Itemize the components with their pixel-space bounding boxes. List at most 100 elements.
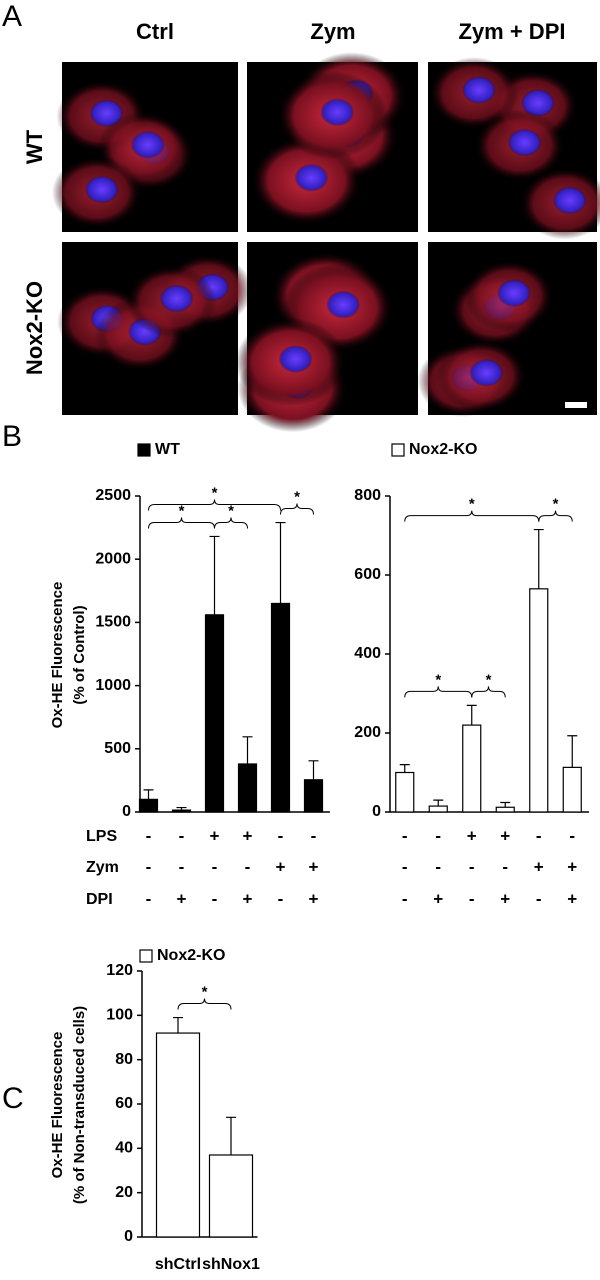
significance-label: * bbox=[435, 671, 441, 688]
error-bar bbox=[308, 760, 319, 780]
nucleus bbox=[159, 284, 194, 313]
condition-sign: - bbox=[502, 857, 508, 876]
significance-bracket bbox=[404, 686, 473, 698]
condition-sign: - bbox=[146, 826, 152, 845]
bar bbox=[237, 763, 258, 813]
condition-sign: + bbox=[210, 826, 220, 845]
condition-sign: - bbox=[179, 857, 185, 876]
legend-label: WT bbox=[155, 441, 180, 458]
significance-bracket bbox=[148, 517, 215, 529]
bar bbox=[462, 724, 482, 813]
condition-name: LPS bbox=[86, 828, 117, 845]
significance-label: * bbox=[469, 496, 475, 513]
nucleus bbox=[320, 98, 355, 127]
significance-label: * bbox=[228, 502, 234, 519]
column-header: Zym + DPI bbox=[459, 19, 566, 44]
y-tick-label: 1500 bbox=[95, 614, 131, 631]
significance-bracket bbox=[148, 499, 281, 511]
nucleus bbox=[326, 290, 361, 319]
error-bar bbox=[209, 535, 220, 615]
error-bar bbox=[226, 1116, 236, 1155]
condition-sign: - bbox=[402, 857, 408, 876]
condition-sign: - bbox=[146, 889, 152, 908]
error-bar bbox=[399, 764, 410, 773]
panel-label: B bbox=[2, 420, 22, 453]
y-tick-label: 800 bbox=[354, 487, 381, 504]
significance-label: * bbox=[486, 671, 492, 688]
panel-label: A bbox=[2, 0, 22, 33]
condition-sign: - bbox=[278, 826, 284, 845]
x-tick-label: shCtrl bbox=[155, 1256, 201, 1273]
condition-sign: - bbox=[469, 857, 475, 876]
bar bbox=[495, 806, 515, 813]
y-tick-label: 1000 bbox=[95, 677, 131, 694]
significance-label: * bbox=[179, 502, 185, 519]
bar bbox=[529, 588, 549, 813]
bar bbox=[155, 1032, 201, 1238]
column-header: Zym bbox=[310, 19, 355, 44]
y-tick-label: 20 bbox=[115, 1184, 133, 1201]
panel-label: C bbox=[2, 1082, 24, 1115]
bar bbox=[204, 614, 225, 813]
error-bar bbox=[173, 1016, 183, 1034]
condition-sign: + bbox=[309, 857, 319, 876]
nucleus bbox=[507, 128, 542, 157]
nucleus bbox=[552, 186, 587, 215]
condition-sign: + bbox=[309, 889, 319, 908]
legend-label: Nox2-KO bbox=[157, 947, 225, 964]
condition-sign: - bbox=[569, 826, 575, 845]
y-tick-label: 400 bbox=[354, 645, 381, 662]
y-tick-label: 60 bbox=[115, 1095, 133, 1112]
bar bbox=[303, 779, 324, 813]
bar bbox=[171, 809, 192, 813]
condition-sign: + bbox=[567, 857, 577, 876]
error-bar bbox=[242, 736, 253, 764]
x-tick-label: shNox1 bbox=[202, 1256, 260, 1273]
y-tick-label: 2000 bbox=[95, 550, 131, 567]
nucleus bbox=[469, 358, 504, 387]
y-axis-label: (% of Control) bbox=[71, 605, 88, 704]
y-axis-label: (% of Non-transduced cells) bbox=[71, 1006, 88, 1204]
legend-swatch bbox=[137, 443, 151, 457]
nucleus bbox=[520, 88, 555, 117]
condition-sign: + bbox=[433, 889, 443, 908]
condition-sign: + bbox=[500, 826, 510, 845]
nucleus bbox=[461, 76, 496, 105]
y-tick-label: 600 bbox=[354, 566, 381, 583]
nucleus bbox=[130, 130, 165, 159]
significance-bracket bbox=[177, 998, 232, 1010]
condition-sign: + bbox=[500, 889, 510, 908]
error-bar bbox=[567, 735, 578, 768]
condition-sign: - bbox=[146, 857, 152, 876]
nucleus bbox=[294, 163, 329, 192]
column-header: Ctrl bbox=[136, 19, 174, 44]
condition-name: Zym bbox=[86, 859, 119, 876]
y-tick-label: 120 bbox=[106, 962, 133, 979]
bar bbox=[562, 766, 582, 813]
condition-sign: + bbox=[243, 889, 253, 908]
y-axis-label: Ox-HE Fluorescence bbox=[49, 582, 66, 729]
y-tick-label: 80 bbox=[115, 1051, 133, 1068]
bar bbox=[270, 602, 291, 813]
y-tick-label: 200 bbox=[354, 724, 381, 741]
error-bar bbox=[466, 704, 477, 726]
y-tick-label: 40 bbox=[115, 1140, 133, 1157]
y-tick-label: 2500 bbox=[95, 487, 131, 504]
nucleus bbox=[497, 279, 532, 308]
legend-swatch bbox=[391, 443, 405, 457]
condition-sign: - bbox=[402, 889, 408, 908]
micrograph-grid bbox=[51, 52, 600, 433]
condition-name: DPI bbox=[86, 891, 113, 908]
bar bbox=[138, 798, 159, 813]
condition-sign: + bbox=[276, 857, 286, 876]
row-header: WT bbox=[22, 129, 47, 164]
condition-sign: - bbox=[536, 889, 542, 908]
error-bar bbox=[275, 521, 286, 604]
condition-sign: - bbox=[469, 889, 475, 908]
significance-label: * bbox=[553, 496, 559, 513]
y-tick-label: 0 bbox=[372, 803, 381, 820]
significance-bracket bbox=[280, 503, 314, 515]
bar bbox=[428, 805, 448, 813]
condition-sign: - bbox=[435, 826, 441, 845]
y-tick-label: 100 bbox=[106, 1007, 133, 1024]
